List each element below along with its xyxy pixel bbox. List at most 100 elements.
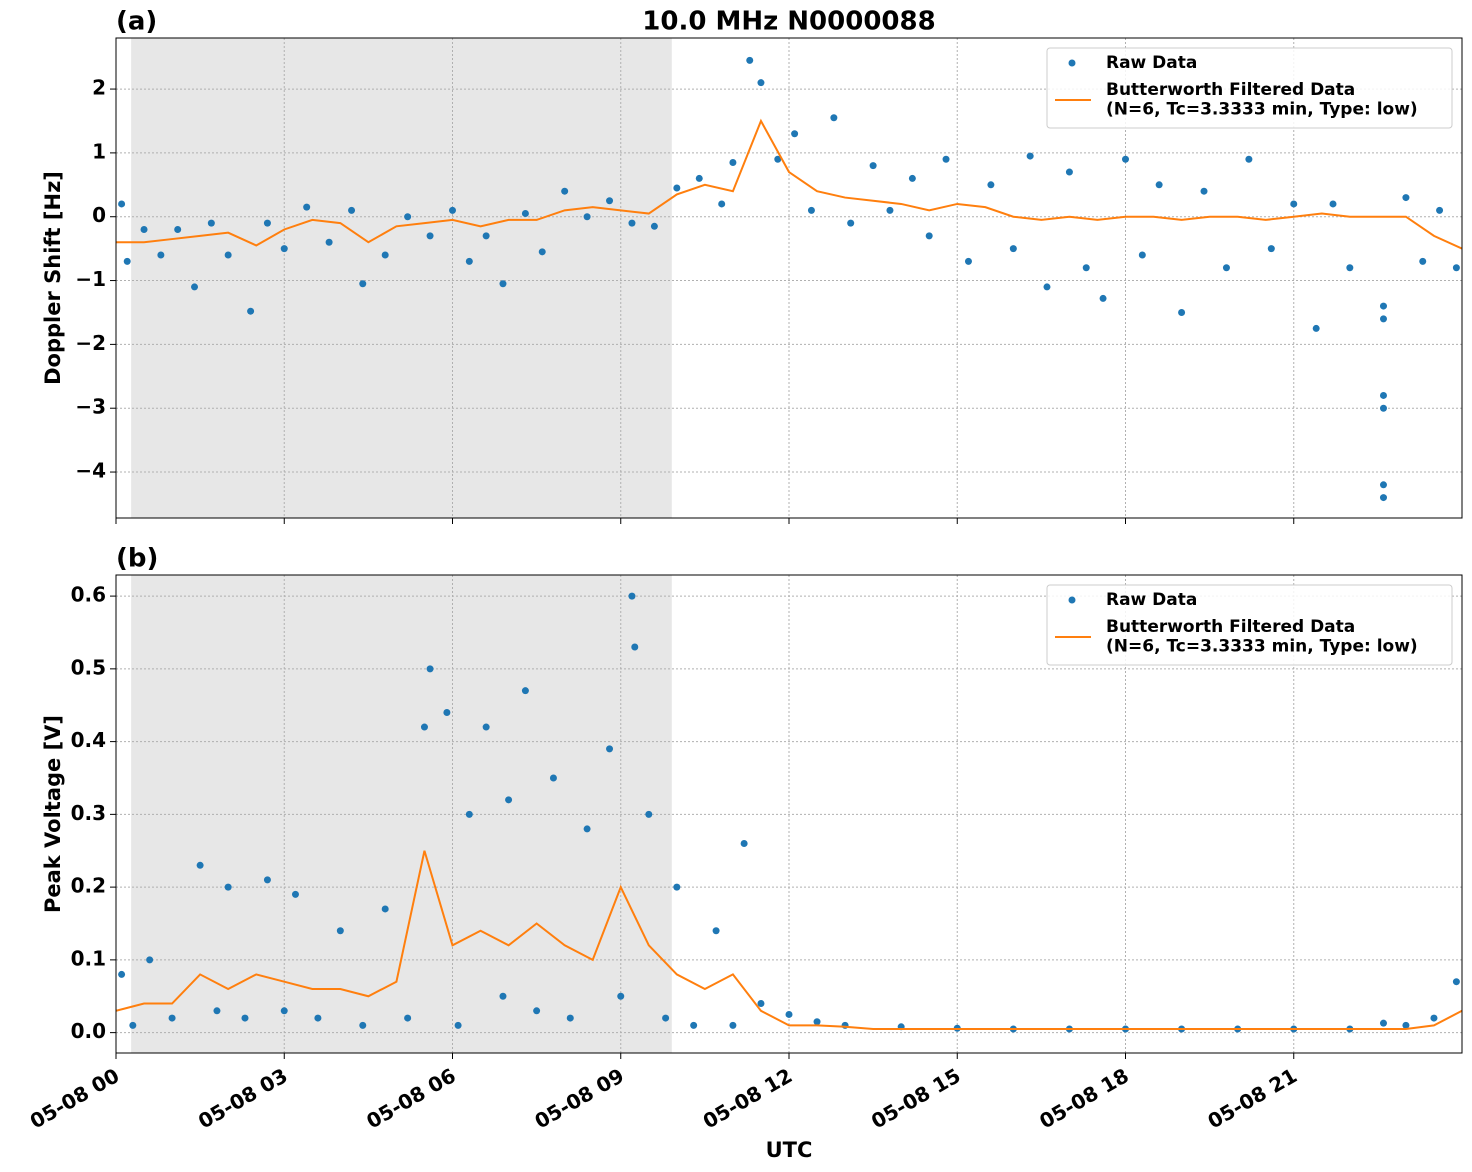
raw-point bbox=[729, 158, 737, 166]
raw-point bbox=[533, 1007, 541, 1015]
raw-point bbox=[1122, 155, 1129, 163]
raw-point bbox=[561, 187, 569, 195]
raw-point bbox=[1379, 481, 1387, 489]
legend-marker bbox=[1068, 596, 1076, 604]
raw-point bbox=[291, 890, 299, 898]
raw-point bbox=[241, 1014, 249, 1022]
raw-point bbox=[1436, 206, 1444, 214]
raw-point bbox=[813, 1018, 821, 1026]
raw-point bbox=[1009, 245, 1017, 253]
legend-label: Raw Data bbox=[1106, 53, 1197, 73]
raw-point bbox=[168, 1014, 176, 1022]
y-tick-label: 0.2 bbox=[71, 874, 106, 898]
axes-frame bbox=[115, 574, 1463, 1054]
raw-point bbox=[807, 206, 815, 214]
raw-point bbox=[606, 197, 614, 205]
raw-point bbox=[359, 1021, 367, 1029]
raw-point bbox=[1379, 494, 1387, 502]
y-axis-label: Peak Voltage [V] bbox=[41, 715, 65, 913]
raw-point bbox=[426, 232, 434, 240]
raw-point bbox=[213, 1007, 221, 1015]
raw-point bbox=[606, 745, 614, 753]
x-tick-label: 05-08 15 bbox=[867, 1063, 965, 1133]
raw-point bbox=[1402, 194, 1410, 202]
raw-point bbox=[196, 861, 204, 869]
raw-point bbox=[746, 56, 754, 64]
raw-point bbox=[549, 774, 557, 782]
raw-point bbox=[404, 213, 412, 221]
raw-point bbox=[348, 206, 356, 214]
raw-point bbox=[942, 155, 950, 163]
raw-point bbox=[662, 1014, 670, 1022]
raw-point bbox=[847, 219, 855, 227]
panel-label: (b) bbox=[116, 544, 158, 574]
raw-point bbox=[191, 283, 199, 291]
raw-point bbox=[325, 238, 333, 246]
raw-point bbox=[1379, 404, 1387, 412]
legend-marker bbox=[1068, 59, 1076, 67]
raw-point bbox=[465, 810, 473, 818]
raw-point bbox=[869, 162, 877, 170]
x-tick-label: 05-08 21 bbox=[1203, 1063, 1301, 1133]
y-axis-label: Doppler Shift [Hz] bbox=[41, 171, 65, 385]
raw-point bbox=[650, 222, 658, 230]
raw-point bbox=[673, 184, 681, 192]
plot-area bbox=[116, 592, 1462, 1033]
raw-point bbox=[1379, 315, 1387, 323]
x-tick-label: 05-08 03 bbox=[194, 1063, 292, 1133]
raw-point bbox=[336, 927, 344, 935]
legend-label: Butterworth Filtered Data (N=6, Tc=3.3333… bbox=[1106, 617, 1418, 657]
plot-area bbox=[116, 56, 1462, 502]
raw-point bbox=[118, 200, 126, 208]
legend-box bbox=[1046, 584, 1453, 666]
raw-point bbox=[729, 1021, 737, 1029]
y-tick-label: −2 bbox=[75, 331, 106, 355]
raw-point bbox=[628, 219, 636, 227]
raw-point bbox=[908, 174, 916, 182]
axes-frame bbox=[115, 37, 1463, 519]
raw-point bbox=[538, 248, 546, 256]
raw-point bbox=[1082, 264, 1090, 272]
raw-point bbox=[673, 883, 681, 891]
raw-point bbox=[830, 114, 838, 122]
raw-point bbox=[426, 665, 434, 673]
raw-point bbox=[1222, 264, 1230, 272]
legend-label: Butterworth Filtered Data (N=6, Tc=3.3333… bbox=[1106, 80, 1418, 120]
raw-point bbox=[785, 1010, 793, 1018]
raw-point bbox=[482, 232, 490, 240]
raw-point bbox=[757, 79, 765, 87]
raw-point bbox=[359, 280, 367, 288]
panel-label: (a) bbox=[116, 7, 157, 37]
raw-point bbox=[314, 1014, 322, 1022]
raw-point bbox=[247, 307, 255, 315]
raw-point bbox=[1452, 264, 1460, 272]
raw-point bbox=[1245, 155, 1253, 163]
y-tick-label: −3 bbox=[75, 395, 106, 419]
y-tick-label: −4 bbox=[75, 459, 106, 483]
raw-point bbox=[303, 203, 311, 211]
x-tick-label: 05-08 00 bbox=[26, 1063, 124, 1133]
raw-point bbox=[1430, 1014, 1438, 1022]
raw-point bbox=[381, 905, 389, 913]
raw-point bbox=[583, 213, 591, 221]
raw-point bbox=[521, 687, 529, 695]
raw-point bbox=[263, 219, 271, 227]
y-tick-label: 0 bbox=[92, 203, 106, 227]
raw-point bbox=[925, 232, 933, 240]
raw-point bbox=[631, 643, 639, 651]
raw-point bbox=[628, 592, 636, 600]
raw-point bbox=[774, 155, 782, 163]
y-tick-label: 0.5 bbox=[71, 655, 106, 679]
raw-point bbox=[1402, 1021, 1410, 1029]
raw-point bbox=[1138, 251, 1146, 259]
y-tick-label: 0.4 bbox=[71, 728, 106, 752]
raw-point bbox=[583, 825, 591, 833]
raw-point bbox=[157, 251, 165, 259]
raw-point bbox=[499, 280, 507, 288]
raw-point bbox=[454, 1021, 462, 1029]
y-tick-label: 1 bbox=[92, 139, 106, 163]
raw-point bbox=[1329, 200, 1337, 208]
raw-point bbox=[1290, 200, 1298, 208]
